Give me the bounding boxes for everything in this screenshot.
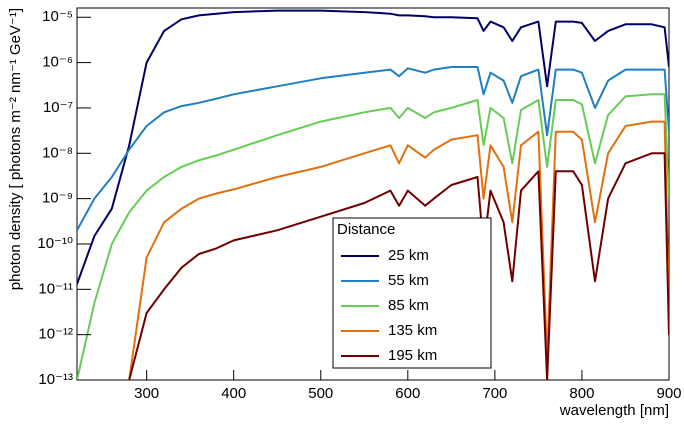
y-tick-label: 10⁻⁹ (42, 190, 73, 207)
x-tick-label: 400 (221, 385, 246, 402)
x-tick-label: 900 (656, 385, 681, 402)
legend-label: 55 km (388, 272, 429, 289)
y-tick-label: 10⁻¹¹ (38, 280, 73, 297)
y-tick-label: 10⁻⁶ (42, 54, 73, 71)
series-line (128, 152, 669, 380)
plot-lines (77, 9, 669, 380)
x-tick-label: 500 (308, 385, 333, 402)
series-line (77, 66, 669, 231)
series-line (77, 9, 669, 285)
x-tick-label: 700 (482, 385, 507, 402)
legend-label: 85 km (388, 297, 429, 314)
series-line (128, 120, 669, 380)
legend-label: 25 km (388, 247, 429, 264)
x-tick-label: 600 (395, 385, 420, 402)
y-tick-label: 10⁻¹³ (38, 371, 73, 388)
y-tick-label: 10⁻¹² (38, 326, 73, 343)
legend-title: Distance (337, 221, 395, 238)
legend-box (332, 217, 492, 369)
y-axis-label: photon density [ photons m⁻² nm⁻¹ GeV⁻¹] (7, 8, 24, 290)
x-tick-label: 300 (134, 385, 159, 402)
legend-label: 195 km (388, 347, 437, 364)
y-tick-label: 10⁻¹⁰ (37, 235, 73, 252)
x-tick-label: 800 (569, 385, 594, 402)
x-axis-label: wavelength [nm] (559, 402, 669, 419)
y-tick-label: 10⁻⁵ (42, 8, 73, 25)
legend-label: 135 km (388, 322, 437, 339)
y-tick-label: 10⁻⁷ (43, 99, 73, 116)
y-tick-label: 10⁻⁸ (42, 144, 73, 161)
series-line (77, 93, 669, 380)
